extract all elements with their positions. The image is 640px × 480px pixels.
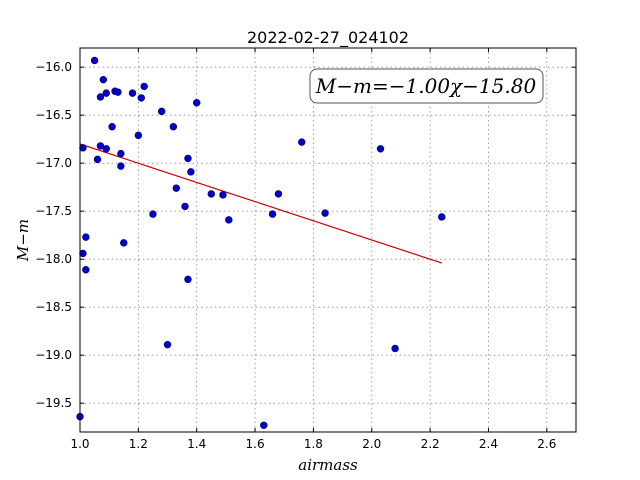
annotation-text: M−m=−1.00χ−15.80 <box>315 74 537 98</box>
y-tick-label: −18.5 <box>35 300 72 314</box>
data-point <box>163 340 172 349</box>
fit-line-group <box>79 143 442 264</box>
data-point <box>93 155 102 164</box>
x-tick-label: 2.0 <box>362 437 381 451</box>
grid-lines <box>79 48 576 432</box>
y-axis-label: M−m <box>14 219 32 262</box>
y-tick-label: −17.0 <box>35 156 72 170</box>
fit-line <box>79 143 442 264</box>
y-tick-label: −16.5 <box>35 108 72 122</box>
x-tick-label: 2.4 <box>479 437 498 451</box>
x-tick-label: 2.2 <box>421 437 440 451</box>
y-tick-label: −19.0 <box>35 348 72 362</box>
data-point <box>149 210 157 218</box>
data-point <box>260 421 268 429</box>
fit-annotation: M−m=−1.00χ−15.80 <box>309 68 544 104</box>
data-point <box>128 89 137 97</box>
data-point <box>82 266 90 274</box>
data-point <box>99 75 108 84</box>
data-point <box>391 344 399 353</box>
data-point <box>90 56 99 65</box>
x-axis-label: airmass <box>298 456 358 474</box>
data-point <box>298 138 306 146</box>
x-tick-label: 1.6 <box>246 437 265 451</box>
data-point <box>96 142 105 150</box>
data-point <box>82 233 90 241</box>
y-tick-label: −19.5 <box>35 396 72 410</box>
x-tick-label: 1.4 <box>187 437 206 451</box>
data-point <box>225 216 233 224</box>
x-tick-label: 2.6 <box>537 437 556 451</box>
y-tick-label: −18.0 <box>35 252 72 266</box>
plot-frame <box>79 47 577 433</box>
data-point <box>376 145 385 153</box>
data-point <box>184 154 192 163</box>
data-point <box>169 123 178 131</box>
y-tick-label: −16.0 <box>35 60 72 74</box>
data-point <box>140 82 148 91</box>
x-axis-ticks: 1.0 1.2 1.4 1.6 1.8 2.0 2.2 2.4 2.6 <box>70 48 556 451</box>
data-point <box>321 209 329 217</box>
data-point <box>114 88 122 96</box>
data-point <box>184 275 192 284</box>
data-point <box>438 213 446 221</box>
data-point <box>274 190 283 198</box>
data-point <box>219 191 227 199</box>
data-point <box>181 202 189 211</box>
chart-title: 2022-02-27_024102 <box>247 28 409 48</box>
x-tick-label: 1.0 <box>70 437 89 451</box>
data-point <box>102 145 110 153</box>
data-point <box>172 184 180 192</box>
y-axis-ticks: −16.0 −16.5 −17.0 −17.5 −18.0 −18.5 −19.0 −19.5 <box>35 60 576 410</box>
data-point <box>79 249 87 258</box>
data-point <box>207 190 215 198</box>
x-tick-label: 1.8 <box>304 437 323 451</box>
data-point <box>137 94 145 102</box>
data-point <box>108 123 116 131</box>
y-tick-label: −17.5 <box>35 204 72 218</box>
x-tick-label: 1.2 <box>129 437 148 451</box>
data-point <box>79 144 87 152</box>
data-point <box>268 210 277 218</box>
data-point <box>96 93 105 101</box>
data-point <box>187 168 195 176</box>
data-point <box>102 89 110 97</box>
annotation-box <box>309 68 544 104</box>
data-point <box>117 149 125 158</box>
data-point <box>120 239 128 247</box>
data-point <box>157 107 166 116</box>
data-point <box>117 162 125 170</box>
data-point <box>193 99 201 107</box>
data-points <box>76 56 446 429</box>
data-point <box>134 131 143 140</box>
